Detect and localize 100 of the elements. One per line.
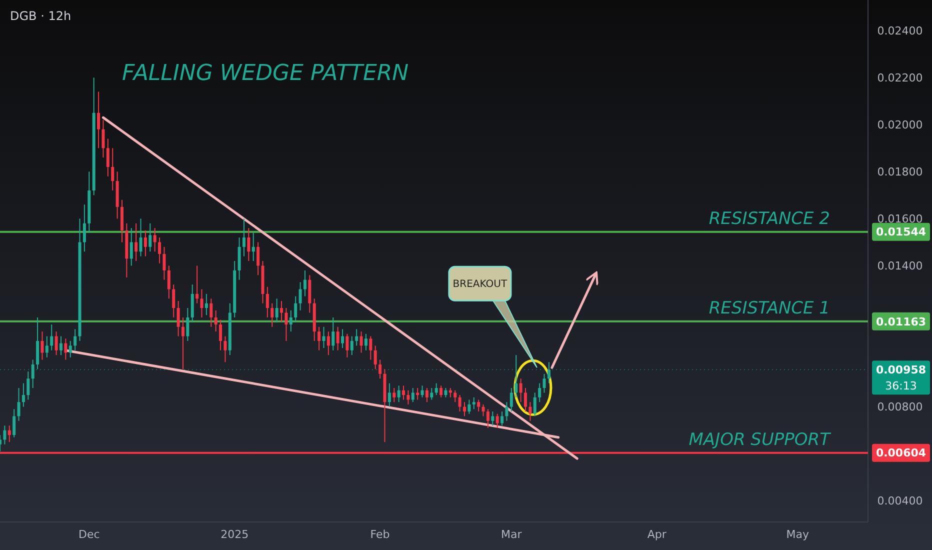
candlestick: [369, 336, 372, 360]
candlestick: [238, 236, 241, 280]
ref-line-label: RESISTANCE 2: [708, 208, 830, 229]
y-tick-label: 0.00958: [876, 363, 926, 376]
candlestick: [406, 390, 410, 405]
candlestick: [496, 413, 499, 428]
candlestick: [106, 138, 110, 177]
y-tick-label: 0.02400: [877, 24, 923, 38]
text: 36:13: [885, 379, 917, 392]
candlestick: [153, 228, 156, 252]
candlestick: [204, 293, 208, 316]
candlestick: [420, 385, 424, 398]
candlestick: [176, 300, 180, 337]
candlestick: [505, 402, 508, 422]
candlestick: [36, 316, 40, 370]
candlestick: [59, 336, 62, 356]
candlestick: [303, 270, 306, 297]
candlestick: [374, 345, 377, 370]
candlestick: [214, 310, 218, 332]
candlestick: [162, 246, 166, 280]
candlestick: [294, 296, 298, 323]
candlestick: [158, 236, 162, 264]
y-tick-label: 0.00604: [876, 446, 926, 460]
candlestick: [458, 394, 462, 412]
candlestick: [242, 218, 246, 257]
y-tick-label: 0.01600: [877, 212, 923, 226]
annotation: BREAKOUT: [452, 279, 508, 290]
candlestick: [256, 242, 260, 276]
candlestick: [148, 222, 152, 252]
candlestick: [82, 204, 86, 252]
candlestick: [210, 298, 213, 328]
candlestick: [364, 333, 368, 351]
candlestick: [196, 265, 199, 304]
x-tick-label: Apr: [647, 528, 667, 541]
candlestick: [392, 387, 396, 403]
y-tick-label: 0.00800: [877, 400, 923, 414]
candlestick: [50, 324, 54, 351]
candlestick: [360, 331, 363, 354]
candlestick: [144, 230, 147, 257]
candlestick: [430, 387, 434, 400]
candlestick: [326, 331, 330, 356]
candlestick: [130, 228, 133, 266]
candlestick: [416, 387, 420, 400]
candlestick: [280, 300, 284, 323]
candlestick: [542, 373, 546, 394]
candlestick: [472, 396, 476, 410]
y-tick-label: 0.00400: [877, 494, 923, 508]
candlestick: [111, 148, 114, 191]
candlestick: [341, 328, 344, 348]
candlestick: [102, 119, 105, 158]
candlestick: [425, 387, 428, 403]
candlestick: [346, 333, 349, 358]
y-tick-label: 0.01400: [877, 260, 923, 273]
candlestick: [514, 354, 518, 398]
candlestick: [298, 282, 302, 311]
x-tick-label: Dec: [78, 528, 100, 541]
candlestick: [275, 298, 278, 323]
candlestick: [26, 371, 30, 400]
candlestick: [454, 390, 457, 403]
candlestick: [139, 218, 142, 257]
candlestick: [402, 385, 406, 400]
text: FALLING WEDGE PATTERN: [122, 61, 409, 86]
candlestick: [397, 385, 400, 403]
candlestick: [247, 228, 250, 262]
y-tick-label: 0.01163: [876, 315, 926, 328]
candlestick: [388, 382, 391, 408]
candlestick: [486, 408, 490, 428]
y-tick-label: 0.01800: [877, 166, 923, 178]
candlestick: [308, 274, 312, 314]
candlestick: [219, 319, 222, 351]
candlestick: [172, 284, 176, 318]
x-tick-label: May: [786, 528, 810, 541]
candlestick: [468, 399, 471, 414]
candlestick: [524, 387, 527, 412]
candlestick: [186, 308, 190, 342]
candlestick: [355, 328, 358, 346]
y-tick-label: 0.02000: [877, 118, 923, 132]
candlestick: [440, 385, 443, 398]
candlestick: [134, 222, 138, 262]
ref-line-label: MAJOR SUPPORT: [688, 430, 832, 450]
candlestick: [31, 359, 34, 388]
candlestick: [519, 378, 522, 403]
text: DGB · 12h: [10, 9, 72, 23]
candlestick: [434, 382, 438, 396]
y-tick-label: 0.01544: [876, 226, 926, 239]
candlestick: [462, 402, 466, 417]
ref-line-label: RESISTANCE 1: [708, 298, 830, 318]
candlestick: [120, 199, 124, 243]
candlestick: [482, 404, 485, 417]
candlestick: [500, 410, 504, 426]
candlestick: [45, 336, 48, 358]
candlestick: [510, 387, 513, 412]
candlestick: [322, 326, 326, 348]
candlestick: [318, 326, 321, 351]
candlestick: [68, 340, 72, 358]
candlestick: [528, 402, 532, 422]
candlestick: [270, 302, 274, 328]
candlestick: [477, 399, 480, 412]
candlestick: [12, 408, 16, 438]
x-tick-label: Feb: [370, 528, 390, 541]
